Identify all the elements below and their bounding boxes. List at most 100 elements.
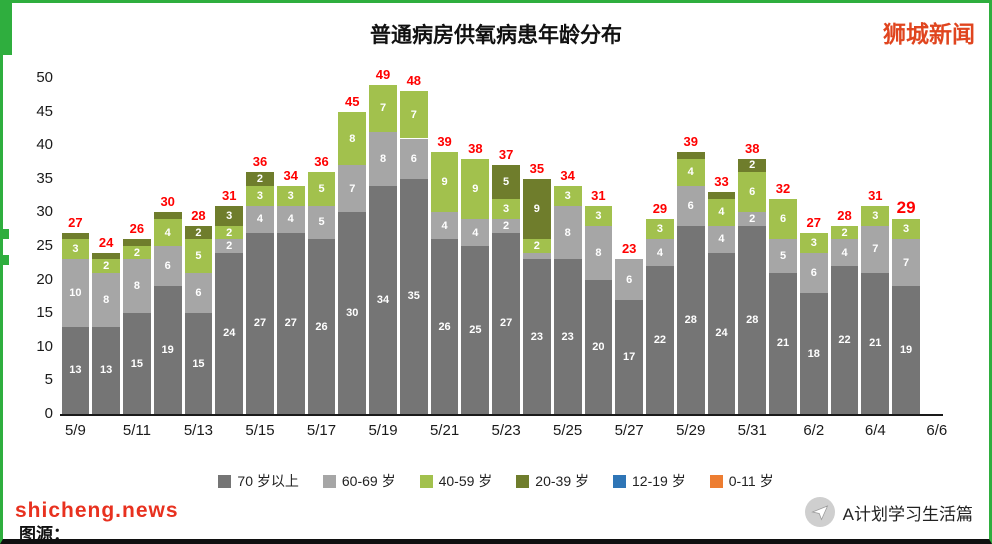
segment-value-label: 19: [899, 344, 913, 357]
bar-segment: 9: [461, 158, 490, 220]
segment-value-label: 6: [779, 213, 787, 226]
segment-value-label: 27: [284, 317, 297, 330]
y-tick-label: 0: [44, 405, 53, 422]
segment-value-label: 4: [472, 226, 479, 239]
x-tick-label: 5/17: [306, 422, 337, 439]
bar-segment: 3: [799, 232, 828, 253]
bar-total-label: 27: [68, 214, 83, 230]
bar-segment: 19: [892, 286, 920, 414]
segment-value-label: 5: [318, 182, 325, 195]
bar-segment: 5: [492, 165, 520, 199]
legend-item: 12-19 岁: [613, 471, 686, 491]
bar-segment: 2: [92, 259, 121, 273]
bar-segment: 10: [61, 259, 90, 327]
segment-value-label: 28: [684, 313, 697, 326]
x-tick-label: 5/19: [368, 422, 398, 439]
bar-total-label: 45: [345, 93, 360, 109]
bar-segment: [123, 239, 151, 246]
bar-segment: 2: [522, 239, 551, 253]
bar-total-label: 49: [375, 66, 391, 82]
segment-value-label: 2: [749, 159, 756, 172]
bar-segment: 19: [153, 286, 182, 414]
bar-segment: 6: [153, 246, 182, 287]
segment-value-label: 9: [441, 176, 448, 189]
bar-segment: 4: [707, 198, 736, 226]
bar-total-label: 36: [252, 154, 268, 170]
segment-value-label: 5: [318, 216, 325, 229]
bar-segment: 30: [338, 212, 367, 414]
bar-segment: 8: [369, 131, 397, 186]
bar-segment: [153, 212, 182, 220]
y-tick-label: 20: [36, 270, 53, 288]
x-tick-label: 6/6: [926, 422, 948, 439]
segment-value-label: 8: [133, 280, 140, 293]
bar-segment: 17: [615, 299, 644, 414]
bar-total-label: 24: [98, 234, 114, 250]
bar-segment: 2: [492, 219, 520, 233]
bar-segment: 25: [461, 246, 490, 414]
segment-value-label: 4: [287, 213, 294, 226]
x-tick-label: 5/27: [614, 422, 644, 439]
footer-brand-label: A计划学习生活篇: [842, 504, 973, 524]
bar-segment: 8: [584, 225, 613, 280]
segment-value-label: 7: [410, 108, 417, 121]
legend-item: 70 岁以上: [218, 471, 299, 491]
bar-segment: 27: [492, 232, 520, 414]
segment-value-label: 4: [687, 166, 694, 179]
segment-value-label: 24: [223, 327, 236, 340]
y-tick-label: 45: [36, 102, 53, 120]
bar-segment: 6: [799, 252, 828, 294]
segment-value-label: 3: [287, 189, 294, 202]
bar-total-label: 31: [221, 187, 237, 203]
bar-segment: 26: [430, 239, 459, 414]
segment-value-label: 4: [256, 213, 264, 226]
segment-value-label: 8: [349, 132, 356, 145]
bar-segment: 22: [646, 266, 674, 414]
bar-total-label: 29: [652, 201, 668, 217]
bar-segment: 3: [61, 239, 90, 260]
segment-value-label: 3: [872, 209, 879, 222]
bar-total-label: 31: [591, 187, 606, 203]
x-tick-label: 5/25: [553, 422, 583, 439]
segment-value-label: 4: [841, 246, 848, 259]
bar-segment: 3: [246, 185, 274, 206]
bar-segment: 5: [307, 172, 336, 206]
bar-segment: [522, 252, 551, 260]
bar-segment: 9: [430, 151, 459, 213]
bar-segment: 6: [184, 272, 213, 314]
segment-value-label: 8: [595, 246, 602, 259]
x-tick-label: 5/21: [429, 422, 460, 439]
y-tick-label: 30: [36, 203, 53, 221]
x-tick-label: 6/4: [864, 422, 886, 439]
segment-value-label: 25: [469, 324, 482, 336]
bar-segment: 23: [553, 259, 582, 414]
bar-segment: 18: [799, 293, 828, 414]
segment-value-label: 6: [749, 186, 756, 199]
bar-segment: 21: [769, 272, 797, 414]
segment-value-label: 4: [718, 233, 725, 246]
bar-segment: 8: [553, 205, 582, 260]
segment-value-label: 34: [376, 293, 390, 306]
bar-segment: 9: [522, 178, 551, 240]
legend-swatch: [709, 474, 723, 488]
segment-value-label: 19: [161, 344, 174, 357]
segment-value-label: 3: [810, 236, 817, 249]
bar-total-label: 39: [437, 133, 452, 149]
legend-label: 70 岁以上: [237, 473, 299, 489]
segment-value-label: 7: [349, 182, 356, 195]
green-corner-accent: [3, 3, 12, 55]
bar-segment: 27: [246, 232, 274, 414]
legend-item: 20-39 岁: [516, 471, 589, 491]
bar-segment: 13: [61, 326, 90, 414]
bar-segment: 27: [276, 232, 305, 414]
bar-segment: 15: [184, 313, 213, 414]
bar-total-label: 34: [283, 167, 298, 183]
bar-segment: 34: [369, 185, 397, 414]
segment-value-label: 7: [903, 256, 910, 269]
segment-value-label: 6: [195, 287, 202, 300]
bar-total-label: 35: [529, 160, 545, 176]
bar-segment: 3: [584, 205, 613, 226]
bar-segment: 3: [215, 205, 244, 226]
legend-item: 40-59 岁: [419, 471, 492, 491]
bar-segment: 7: [369, 84, 397, 132]
